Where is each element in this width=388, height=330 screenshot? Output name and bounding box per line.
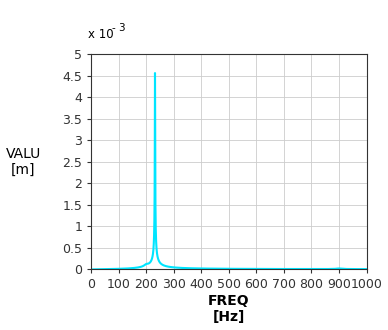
Text: x 10: x 10 <box>88 28 114 41</box>
Text: - 3: - 3 <box>112 23 125 33</box>
X-axis label: FREQ
[Hz]: FREQ [Hz] <box>208 294 249 324</box>
Y-axis label: VALU
[m]: VALU [m] <box>5 147 41 177</box>
